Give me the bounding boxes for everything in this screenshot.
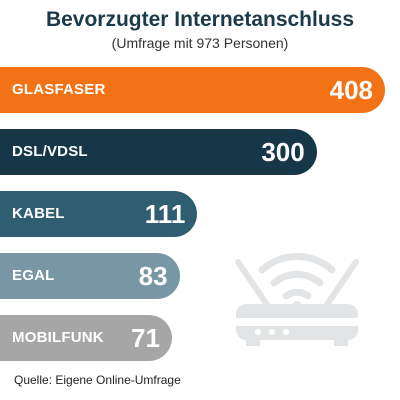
bar-kabel: KABEL 111: [0, 191, 198, 237]
chart-title: Bevorzugter Internetanschluss: [45, 8, 355, 31]
bar-label: KABEL: [12, 205, 65, 222]
bar-value: 408: [329, 75, 373, 105]
bar-mobilfunk: MOBILFUNK 71: [0, 315, 172, 361]
bar-glasfaser: GLASFASER 408: [0, 67, 385, 113]
bar-label: EGAL: [12, 267, 55, 284]
bar-value: 111: [144, 199, 186, 229]
chart-subtitle: (Umfrage mit 973 Personen): [111, 35, 289, 51]
bar-label: DSL/VDSL: [12, 143, 88, 160]
bar-label: GLASFASER: [12, 81, 106, 98]
source-note: Quelle: Eigene Online-Umfrage: [14, 373, 181, 387]
bar-value: 83: [138, 261, 168, 291]
bar-label: MOBILFUNK: [12, 329, 104, 346]
bar-value: 300: [261, 137, 305, 167]
bar-dsl-vdsl: DSL/VDSL 300: [0, 129, 317, 175]
bar-egal: EGAL 83: [0, 253, 180, 299]
bar-value: 71: [131, 323, 160, 353]
wifi-router-icon: [235, 253, 359, 346]
